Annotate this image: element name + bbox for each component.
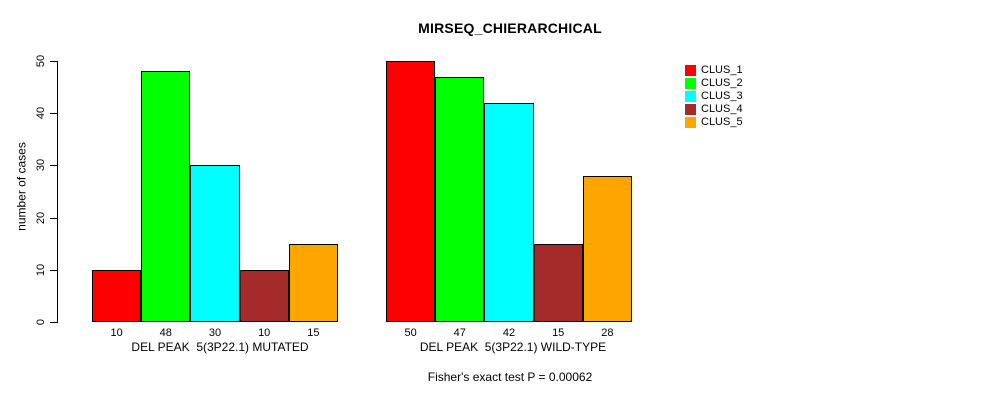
bar-value-label: 15 [307, 327, 320, 339]
y-axis-tick-label: 10 [35, 263, 47, 276]
bar-value-label: 50 [404, 327, 417, 339]
bar-value-label: 15 [552, 327, 565, 339]
legend-label: CLUS_1 [701, 64, 743, 76]
legend-label: CLUS_4 [701, 103, 743, 115]
bar-clus_5-group1 [288, 243, 338, 322]
bar-clus_4-group1 [239, 269, 289, 322]
legend-swatch-clus_5 [685, 117, 696, 128]
y-axis-tick-label: 40 [35, 107, 47, 120]
legend-swatch-clus_2 [685, 78, 696, 89]
x-axis-label-wild-type: DEL PEAK 5(3P22.1) WILD-TYPE [419, 340, 607, 354]
y-axis-tick [50, 217, 58, 219]
bar-clus_5-group2 [582, 175, 632, 322]
bar-value-label: 47 [453, 327, 466, 339]
y-axis-tick [50, 322, 58, 323]
bar-clus_1-group2 [386, 61, 436, 322]
y-axis-label: number of cases [14, 142, 29, 231]
y-axis-tick [50, 113, 58, 115]
bar-clus_2-group2 [435, 76, 485, 322]
bar-clus_3-group2 [484, 102, 534, 322]
legend-item-clus_4: CLUS_4 [685, 103, 743, 116]
legend-item-clus_1: CLUS_1 [685, 64, 743, 77]
legend-item-clus_3: CLUS_3 [685, 90, 743, 103]
bar-clus_3-group1 [190, 165, 240, 322]
bar-value-label: 48 [159, 327, 172, 339]
legend-swatch-clus_3 [685, 91, 696, 102]
y-axis-tick [50, 165, 58, 167]
bar-value-label: 10 [258, 327, 271, 339]
bar-clus_2-group1 [141, 71, 191, 322]
bar-value-label: 10 [110, 327, 123, 339]
x-axis-label-mutated: DEL PEAK 5(3P22.1) MUTATED [131, 340, 309, 354]
legend-label: CLUS_3 [701, 90, 743, 102]
legend: CLUS_1 CLUS_2 CLUS_3 CLUS_4 CLUS_5 [685, 64, 743, 129]
chart-title: MIRSEQ_CHIERARCHICAL [418, 20, 602, 36]
bar-clus_1-group1 [92, 269, 142, 322]
y-axis-tick-label: 20 [35, 211, 47, 224]
y-axis-tick-label: 30 [35, 159, 47, 172]
y-axis-tick-label: 50 [35, 54, 47, 68]
bar-clus_4-group2 [533, 243, 583, 322]
legend-label: CLUS_2 [701, 77, 743, 89]
y-axis [57, 61, 58, 323]
fisher-test-annotation: Fisher's exact test P = 0.00062 [427, 370, 593, 384]
y-axis-tick [50, 61, 58, 62]
bar-value-label: 42 [502, 327, 516, 339]
y-axis-tick [50, 269, 58, 271]
bar-value-label: 28 [601, 327, 614, 339]
y-axis-tick-label: 0 [35, 318, 47, 326]
legend-swatch-clus_1 [685, 65, 696, 76]
legend-item-clus_2: CLUS_2 [685, 77, 743, 90]
legend-item-clus_5: CLUS_5 [685, 116, 743, 129]
bar-value-label: 30 [208, 327, 222, 339]
legend-swatch-clus_4 [685, 104, 696, 115]
legend-label: CLUS_5 [701, 116, 743, 128]
